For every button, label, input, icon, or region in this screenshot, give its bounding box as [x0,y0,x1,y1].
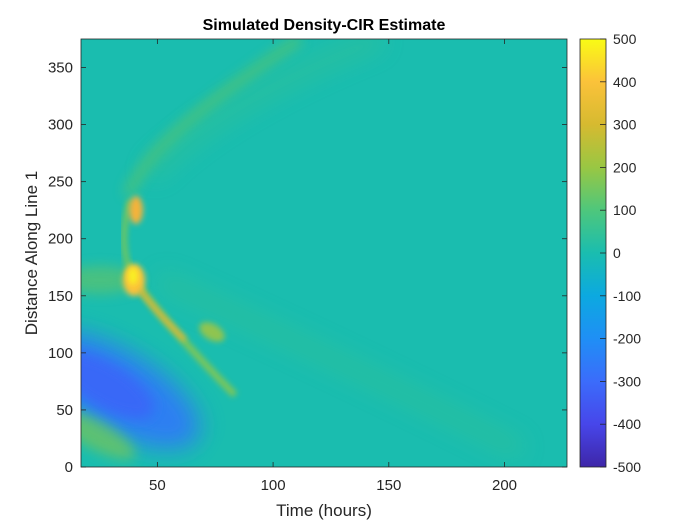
heatmap-feature-hotspot-upper [129,196,143,224]
colorbar-tick-label: -300 [613,373,641,389]
colorbar-tick-label: 500 [613,31,637,47]
colorbar-tick-label: 300 [613,117,637,133]
colorbar-tick-label: -400 [613,416,641,432]
heatmap-feature-arc-link [121,199,133,272]
heatmap-feature-hotspot-main [128,267,138,285]
y-tick-label: 50 [56,402,73,419]
chart-title: Simulated Density-CIR Estimate [203,17,446,34]
x-tick-label: 150 [376,477,401,494]
y-tick-label: 250 [48,174,73,191]
y-tick-label: 200 [48,231,73,248]
colorbar-tick-label: -100 [613,288,641,304]
heatmap-feature-negative-core [81,351,154,419]
axes-box [80,38,568,468]
colorbar-ticks: 500 400 300 200 100 0 -100 -200 -300 -400 -500 [600,31,641,475]
x-axis-label: Time (hours) [276,501,372,520]
y-tick-label: 300 [48,117,73,134]
x-ticks: 50 100 150 200 [149,39,517,494]
y-axis-label: Distance Along Line 1 [22,171,41,335]
x-tick-label: 200 [492,477,517,494]
y-ticks: 0 50 100 150 200 250 300 350 [48,60,567,476]
y-tick-label: 0 [65,459,73,476]
colorbar-tick-label: 400 [613,74,637,90]
colorbar-tick-label: 200 [613,159,637,175]
heatmap-feature-tail [138,288,187,342]
heatmap-plot [81,39,567,467]
y-tick-label: 150 [48,288,73,305]
y-tick-label: 100 [48,345,73,362]
colorbar-tick-label: -200 [613,331,641,347]
heatmap-feature-green-lower [81,410,136,460]
colorbar-tick-label: -500 [613,459,641,475]
heatmap-feature-arc-upper-outer [145,39,383,180]
x-tick-label: 50 [149,477,166,494]
heatmap-feature-arc-lower-outer [157,273,524,457]
x-tick-label: 100 [261,477,286,494]
colorbar-tick-label: 100 [613,202,637,218]
y-tick-label: 350 [48,60,73,77]
heatmap-feature-arc-upper [123,39,303,197]
colorbar-tick-label: 0 [613,245,621,261]
heatmap-feature-secondary [199,322,225,342]
